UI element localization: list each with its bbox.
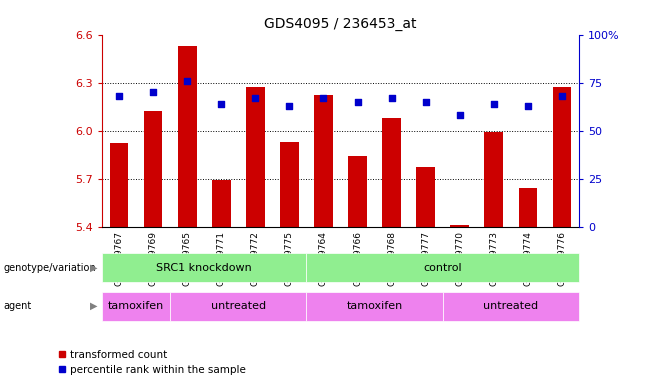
Point — [318, 95, 329, 101]
Point — [216, 101, 226, 107]
Text: ▶: ▶ — [89, 263, 97, 273]
Text: genotype/variation: genotype/variation — [3, 263, 96, 273]
Bar — [348, 156, 367, 227]
Bar — [382, 118, 401, 227]
Bar — [314, 95, 333, 227]
Point — [114, 93, 124, 99]
Bar — [280, 142, 299, 227]
Point — [284, 103, 295, 109]
Bar — [519, 188, 538, 227]
Bar — [553, 87, 571, 227]
Bar — [246, 87, 265, 227]
Bar — [212, 180, 230, 227]
Bar — [484, 132, 503, 227]
Point — [522, 103, 533, 109]
Text: untreated: untreated — [484, 301, 538, 311]
Point — [455, 112, 465, 118]
Point — [557, 93, 567, 99]
Point — [250, 95, 261, 101]
Text: tamoxifen: tamoxifen — [108, 301, 164, 311]
Text: tamoxifen: tamoxifen — [347, 301, 403, 311]
Bar — [417, 167, 435, 227]
Text: agent: agent — [3, 301, 32, 311]
Point — [352, 99, 363, 105]
Point — [182, 78, 192, 84]
Point — [420, 99, 431, 105]
Text: control: control — [424, 263, 462, 273]
Bar — [143, 111, 163, 227]
Text: untreated: untreated — [211, 301, 266, 311]
Point — [148, 89, 159, 95]
Legend: transformed count, percentile rank within the sample: transformed count, percentile rank withi… — [58, 350, 246, 375]
Bar — [110, 143, 128, 227]
Title: GDS4095 / 236453_at: GDS4095 / 236453_at — [265, 17, 417, 31]
Text: SRC1 knockdown: SRC1 knockdown — [157, 263, 252, 273]
Bar — [178, 46, 197, 227]
Bar — [451, 225, 469, 227]
Text: ▶: ▶ — [89, 301, 97, 311]
Point — [386, 95, 397, 101]
Point — [489, 101, 499, 107]
